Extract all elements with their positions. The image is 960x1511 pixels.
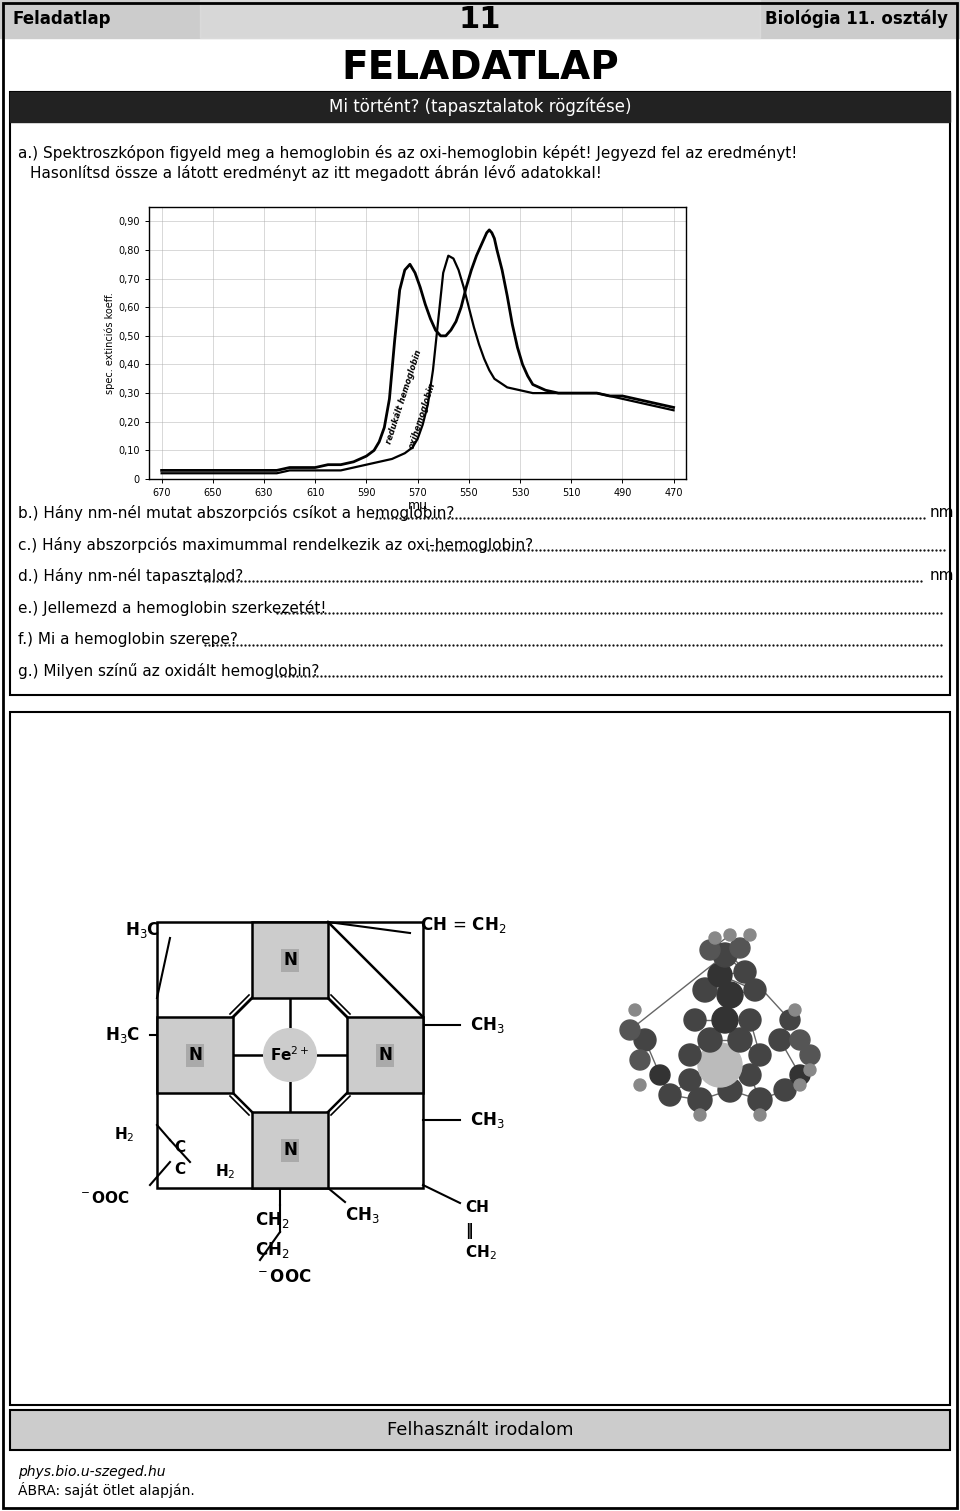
Circle shape	[728, 1027, 752, 1052]
Text: CH$\,{=}\,$CH$_2$: CH$\,{=}\,$CH$_2$	[420, 916, 507, 935]
Text: c.) Hány abszorpciós maximummal rendelkezik az oxi-hemoglobin?: c.) Hány abszorpciós maximummal rendelke…	[18, 536, 533, 553]
Circle shape	[774, 1079, 796, 1102]
Circle shape	[698, 1043, 742, 1086]
Text: e.) Jellemezd a hemoglobin szerkezetét!: e.) Jellemezd a hemoglobin szerkezetét!	[18, 600, 326, 616]
Circle shape	[800, 1046, 820, 1065]
Text: ÁBRA: saját ötlet alapján.: ÁBRA: saját ötlet alapján.	[18, 1482, 195, 1497]
Text: H$_3$C: H$_3$C	[125, 920, 160, 940]
Circle shape	[693, 978, 717, 1002]
Circle shape	[739, 1064, 761, 1086]
Text: g.) Milyen színű az oxidált hemoglobin?: g.) Milyen színű az oxidált hemoglobin?	[18, 663, 320, 678]
Circle shape	[780, 1009, 800, 1031]
Bar	[157, 1017, 233, 1092]
Circle shape	[739, 1009, 761, 1031]
Circle shape	[634, 1029, 656, 1052]
Text: ‖: ‖	[465, 1222, 472, 1239]
Text: nm: nm	[930, 505, 954, 520]
Text: Mi történt? (tapasztalatok rögzítése): Mi történt? (tapasztalatok rögzítése)	[328, 98, 632, 116]
Bar	[0, 0, 960, 38]
Text: N: N	[378, 1046, 392, 1064]
Circle shape	[769, 1029, 791, 1052]
Text: a.) Spektroszkópon figyeld meg a hemoglobin és az oxi-hemoglobin képét! Jegyezd : a.) Spektroszkópon figyeld meg a hemoglo…	[18, 145, 797, 162]
Bar	[10, 1410, 950, 1451]
Circle shape	[804, 1064, 816, 1076]
Text: oxihemoglobin: oxihemoglobin	[407, 381, 438, 450]
Text: CH$_2$: CH$_2$	[255, 1210, 290, 1230]
Text: N: N	[283, 950, 297, 969]
Text: d.) Hány nm-nél tapasztalod?: d.) Hány nm-nél tapasztalod?	[18, 568, 243, 583]
Text: 11: 11	[459, 5, 501, 33]
Text: b.) Hány nm-nél mutat abszorpciós csíkot a hemoglobin?: b.) Hány nm-nél mutat abszorpciós csíkot…	[18, 505, 454, 521]
Circle shape	[713, 943, 737, 967]
Text: CH$_3$: CH$_3$	[470, 1015, 505, 1035]
Circle shape	[679, 1044, 701, 1065]
Text: C: C	[175, 1139, 185, 1154]
Circle shape	[744, 979, 766, 1000]
Text: N: N	[283, 1141, 297, 1159]
Circle shape	[684, 1009, 706, 1031]
Text: H$_2$: H$_2$	[114, 1126, 135, 1144]
Circle shape	[790, 1031, 810, 1050]
Text: redukált hemoglobin: redukált hemoglobin	[384, 349, 423, 444]
Circle shape	[698, 1027, 722, 1052]
Text: $^-$OOC: $^-$OOC	[255, 1268, 311, 1286]
Circle shape	[709, 1059, 731, 1080]
Text: CH: CH	[465, 1200, 489, 1215]
Circle shape	[790, 1065, 810, 1085]
Circle shape	[754, 1109, 766, 1121]
Text: C: C	[175, 1162, 185, 1177]
Circle shape	[748, 1088, 772, 1112]
Text: N: N	[188, 1046, 202, 1064]
Circle shape	[630, 1050, 650, 1070]
Circle shape	[688, 1088, 712, 1112]
Circle shape	[634, 1079, 646, 1091]
Text: FELADATLAP: FELADATLAP	[341, 48, 619, 88]
Bar	[347, 1017, 423, 1092]
Circle shape	[679, 1068, 701, 1091]
Text: Biológia 11. osztály: Biológia 11. osztály	[765, 9, 948, 29]
Text: Feladatlap: Feladatlap	[12, 11, 110, 29]
Bar	[252, 922, 328, 997]
Circle shape	[734, 961, 756, 984]
Bar	[10, 92, 950, 122]
Circle shape	[744, 929, 756, 941]
Text: phys.bio.u-szeged.hu: phys.bio.u-szeged.hu	[18, 1466, 165, 1479]
Text: nm: nm	[930, 568, 954, 583]
Circle shape	[712, 1006, 738, 1034]
Circle shape	[789, 1003, 801, 1015]
Bar	[252, 1112, 328, 1188]
Circle shape	[708, 963, 732, 987]
Text: $^-$OOC: $^-$OOC	[78, 1191, 130, 1206]
Bar	[200, 0, 760, 38]
Text: CH$_2$: CH$_2$	[255, 1241, 290, 1260]
Text: CH$_3$: CH$_3$	[345, 1204, 380, 1225]
Circle shape	[650, 1065, 670, 1085]
Circle shape	[717, 982, 743, 1008]
Text: f.) Mi a hemoglobin szerepe?: f.) Mi a hemoglobin szerepe?	[18, 632, 238, 647]
Bar	[157, 922, 423, 1188]
Circle shape	[730, 938, 750, 958]
X-axis label: mµ: mµ	[408, 500, 427, 512]
Circle shape	[700, 940, 720, 959]
Circle shape	[724, 929, 736, 941]
Bar	[10, 92, 950, 695]
Circle shape	[794, 1079, 806, 1091]
Circle shape	[264, 1029, 316, 1080]
Circle shape	[749, 1044, 771, 1065]
Text: Fe$^{2+}$: Fe$^{2+}$	[270, 1046, 310, 1064]
Circle shape	[694, 1109, 706, 1121]
Text: H$_2$: H$_2$	[215, 1162, 235, 1180]
Circle shape	[718, 1077, 742, 1102]
Circle shape	[709, 932, 721, 944]
Text: CH$_3$: CH$_3$	[470, 1111, 505, 1130]
Circle shape	[659, 1083, 681, 1106]
Circle shape	[629, 1003, 641, 1015]
Text: H$_3$C: H$_3$C	[105, 1024, 140, 1046]
Text: Hasonlítsd össze a látott eredményt az itt megadott ábrán lévő adatokkal!: Hasonlítsd össze a látott eredményt az i…	[30, 165, 602, 181]
Text: CH$_2$: CH$_2$	[465, 1244, 496, 1262]
Y-axis label: spec. extinciós koeff.: spec. extinciós koeff.	[105, 292, 115, 394]
Bar	[10, 712, 950, 1405]
Circle shape	[620, 1020, 640, 1040]
Text: Felhasznált irodalom: Felhasznált irodalom	[387, 1420, 573, 1438]
